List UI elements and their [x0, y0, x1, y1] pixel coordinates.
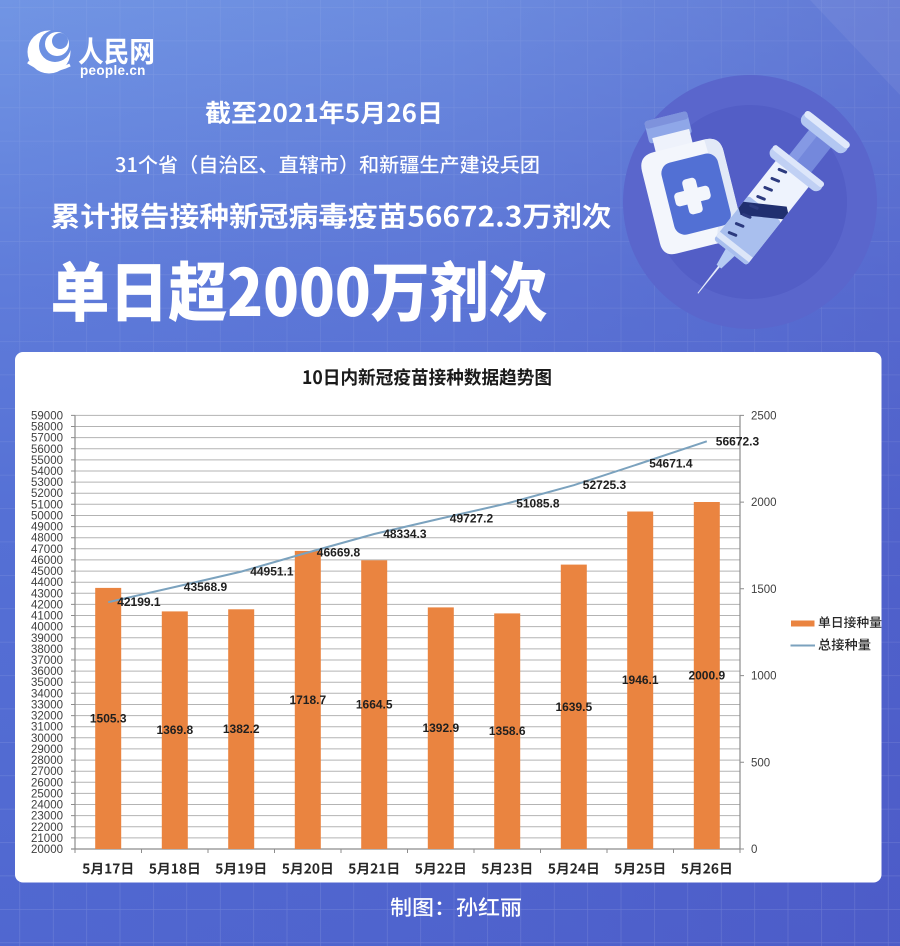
- svg-text:42000: 42000: [31, 599, 63, 611]
- svg-text:24000: 24000: [31, 800, 63, 812]
- svg-text:22000: 22000: [31, 822, 63, 834]
- svg-text:51000: 51000: [31, 499, 63, 511]
- svg-text:58000: 58000: [31, 422, 63, 434]
- svg-text:57000: 57000: [31, 433, 63, 445]
- svg-text:25000: 25000: [31, 788, 63, 800]
- svg-text:32000: 32000: [31, 711, 63, 723]
- svg-text:49000: 49000: [31, 522, 63, 534]
- svg-text:1505.3: 1505.3: [90, 712, 127, 726]
- svg-text:55000: 55000: [31, 455, 63, 467]
- svg-text:43000: 43000: [31, 588, 63, 600]
- svg-text:53000: 53000: [31, 477, 63, 489]
- svg-text:1639.5: 1639.5: [555, 700, 592, 714]
- svg-text:45000: 45000: [31, 566, 63, 578]
- svg-text:1358.6: 1358.6: [489, 724, 526, 738]
- svg-text:43568.9: 43568.9: [184, 580, 228, 594]
- svg-text:56672.3: 56672.3: [716, 434, 760, 448]
- svg-text:1000: 1000: [751, 671, 777, 683]
- svg-text:46000: 46000: [31, 555, 63, 567]
- svg-text:42199.1: 42199.1: [117, 595, 161, 609]
- svg-text:1382.2: 1382.2: [223, 722, 260, 736]
- svg-text:1500: 1500: [751, 584, 777, 596]
- svg-text:2500: 2500: [751, 410, 777, 422]
- svg-text:47000: 47000: [31, 544, 63, 556]
- svg-text:2000: 2000: [751, 497, 777, 509]
- svg-text:51085.8: 51085.8: [516, 496, 560, 510]
- svg-text:1718.7: 1718.7: [289, 693, 326, 707]
- svg-text:39000: 39000: [31, 633, 63, 645]
- svg-text:50000: 50000: [31, 511, 63, 523]
- svg-text:34000: 34000: [31, 688, 63, 700]
- svg-text:29000: 29000: [31, 744, 63, 756]
- svg-text:28000: 28000: [31, 755, 63, 767]
- svg-text:36000: 36000: [31, 666, 63, 678]
- svg-text:35000: 35000: [31, 677, 63, 689]
- svg-text:41000: 41000: [31, 611, 63, 623]
- svg-text:33000: 33000: [31, 700, 63, 712]
- svg-text:2000.9: 2000.9: [688, 669, 725, 683]
- svg-text:44000: 44000: [31, 577, 63, 589]
- svg-text:52000: 52000: [31, 488, 63, 500]
- svg-text:1392.9: 1392.9: [422, 721, 459, 735]
- svg-text:23000: 23000: [31, 811, 63, 823]
- svg-text:54000: 54000: [31, 466, 63, 478]
- svg-text:49727.2: 49727.2: [450, 512, 494, 526]
- svg-text:1664.5: 1664.5: [356, 698, 393, 712]
- svg-text:people.cn: people.cn: [80, 63, 146, 78]
- svg-text:48334.3: 48334.3: [383, 527, 427, 541]
- svg-text:1369.8: 1369.8: [156, 723, 193, 737]
- svg-text:44951.1: 44951.1: [250, 565, 294, 579]
- svg-text:27000: 27000: [31, 766, 63, 778]
- svg-text:21000: 21000: [31, 833, 63, 845]
- svg-text:48000: 48000: [31, 533, 63, 545]
- svg-text:20000: 20000: [31, 844, 63, 856]
- svg-text:30000: 30000: [31, 733, 63, 745]
- svg-text:52725.3: 52725.3: [583, 478, 627, 492]
- svg-text:0: 0: [751, 844, 757, 856]
- svg-text:59000: 59000: [31, 410, 63, 422]
- svg-text:31000: 31000: [31, 722, 63, 734]
- svg-text:500: 500: [751, 757, 770, 769]
- svg-text:54671.4: 54671.4: [649, 457, 693, 471]
- svg-text:56000: 56000: [31, 444, 63, 456]
- svg-text:37000: 37000: [31, 655, 63, 667]
- svg-text:38000: 38000: [31, 644, 63, 656]
- svg-text:26000: 26000: [31, 777, 63, 789]
- svg-text:40000: 40000: [31, 622, 63, 634]
- svg-text:46669.8: 46669.8: [317, 546, 361, 560]
- svg-text:1946.1: 1946.1: [622, 673, 659, 687]
